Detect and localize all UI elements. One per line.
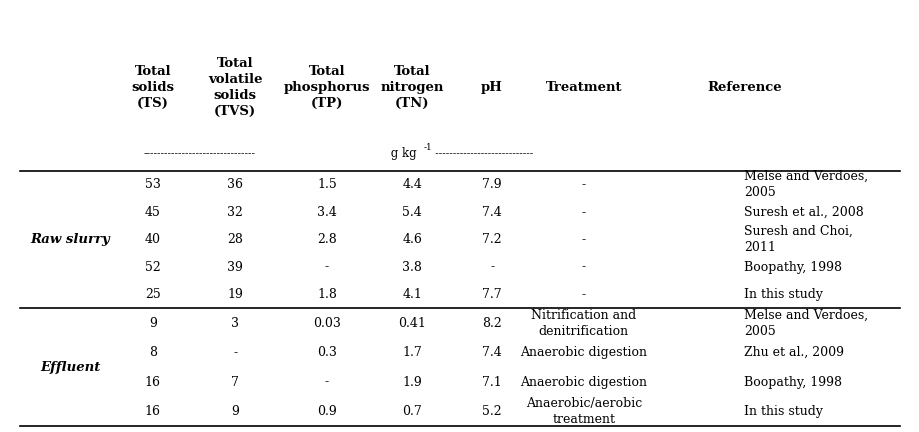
Text: 5.4: 5.4 bbox=[402, 206, 422, 219]
Text: Reference: Reference bbox=[707, 81, 781, 94]
Text: -: - bbox=[324, 375, 329, 388]
Text: 0.7: 0.7 bbox=[402, 405, 422, 418]
Text: 8.2: 8.2 bbox=[482, 317, 502, 330]
Text: 3.8: 3.8 bbox=[402, 260, 422, 273]
Text: 40: 40 bbox=[144, 233, 161, 246]
Text: Anaerobic digestion: Anaerobic digestion bbox=[520, 346, 647, 359]
Text: Melse and Verdoes,
2005: Melse and Verdoes, 2005 bbox=[743, 170, 868, 199]
Text: Total
phosphorus
(TP): Total phosphorus (TP) bbox=[283, 65, 369, 110]
Text: -: - bbox=[233, 346, 237, 359]
Text: 39: 39 bbox=[227, 260, 243, 273]
Text: Melse and Verdoes,
2005: Melse and Verdoes, 2005 bbox=[743, 308, 868, 337]
Text: 16: 16 bbox=[144, 375, 161, 388]
Text: Boopathy, 1998: Boopathy, 1998 bbox=[743, 375, 842, 388]
Text: 0.41: 0.41 bbox=[398, 317, 425, 330]
Text: 7.1: 7.1 bbox=[482, 375, 502, 388]
Text: Anaerobic digestion: Anaerobic digestion bbox=[520, 375, 647, 388]
Text: 32: 32 bbox=[227, 206, 243, 219]
Text: -: - bbox=[490, 260, 494, 273]
Text: 52: 52 bbox=[144, 260, 161, 273]
Text: Suresh et al., 2008: Suresh et al., 2008 bbox=[743, 206, 863, 219]
Text: 2.8: 2.8 bbox=[317, 233, 336, 246]
Text: Total
volatile
solids
(TVS): Total volatile solids (TVS) bbox=[208, 57, 262, 118]
Text: Suresh and Choi,
2011: Suresh and Choi, 2011 bbox=[743, 225, 852, 254]
Text: 5.2: 5.2 bbox=[482, 405, 502, 418]
Text: Boopathy, 1998: Boopathy, 1998 bbox=[743, 260, 842, 273]
Text: 3.4: 3.4 bbox=[317, 206, 336, 219]
Text: In this study: In this study bbox=[743, 288, 823, 301]
Text: 4.6: 4.6 bbox=[402, 233, 422, 246]
Text: 8: 8 bbox=[149, 346, 156, 359]
Text: Effluent: Effluent bbox=[40, 361, 100, 374]
Text: 0.03: 0.03 bbox=[312, 317, 341, 330]
Text: -: - bbox=[581, 260, 585, 273]
Text: Raw slurry: Raw slurry bbox=[30, 233, 110, 246]
Text: 25: 25 bbox=[144, 288, 161, 301]
Text: -: - bbox=[581, 288, 585, 301]
Text: 9: 9 bbox=[149, 317, 156, 330]
Text: 4.1: 4.1 bbox=[402, 288, 422, 301]
Text: 7.7: 7.7 bbox=[482, 288, 502, 301]
Text: 28: 28 bbox=[227, 233, 243, 246]
Text: -1: -1 bbox=[423, 143, 432, 152]
Text: 7.4: 7.4 bbox=[482, 206, 502, 219]
Text: 36: 36 bbox=[227, 178, 243, 191]
Text: --------------------------------: -------------------------------- bbox=[143, 149, 255, 158]
Text: 0.3: 0.3 bbox=[317, 346, 336, 359]
Text: Zhu et al., 2009: Zhu et al., 2009 bbox=[743, 346, 844, 359]
Text: 1.8: 1.8 bbox=[317, 288, 336, 301]
Text: In this study: In this study bbox=[743, 405, 823, 418]
Text: Total
solids
(TS): Total solids (TS) bbox=[131, 65, 174, 110]
Text: 0.9: 0.9 bbox=[317, 405, 336, 418]
Text: Total
nitrogen
(TN): Total nitrogen (TN) bbox=[380, 65, 444, 110]
Text: -: - bbox=[581, 178, 585, 191]
Text: Treatment: Treatment bbox=[545, 81, 621, 94]
Text: 4.4: 4.4 bbox=[402, 178, 422, 191]
Text: 53: 53 bbox=[144, 178, 161, 191]
Text: -: - bbox=[581, 233, 585, 246]
Text: 7.4: 7.4 bbox=[482, 346, 502, 359]
Text: pH: pH bbox=[481, 81, 503, 94]
Text: 7: 7 bbox=[231, 375, 239, 388]
Text: Nitrification and
denitrification: Nitrification and denitrification bbox=[530, 308, 636, 337]
Text: 16: 16 bbox=[144, 405, 161, 418]
Text: -: - bbox=[581, 206, 585, 219]
Text: -: - bbox=[324, 260, 329, 273]
Text: 7.9: 7.9 bbox=[482, 178, 502, 191]
Text: 7.2: 7.2 bbox=[482, 233, 502, 246]
Text: 45: 45 bbox=[144, 206, 161, 219]
Text: ----------------------------: ---------------------------- bbox=[432, 149, 533, 158]
Text: Anaerobic/aerobic
treatment: Anaerobic/aerobic treatment bbox=[525, 397, 641, 426]
Text: 9: 9 bbox=[231, 405, 239, 418]
Text: 1.7: 1.7 bbox=[402, 346, 422, 359]
Text: g kg: g kg bbox=[386, 147, 415, 160]
Text: 1.9: 1.9 bbox=[402, 375, 422, 388]
Text: 1.5: 1.5 bbox=[317, 178, 336, 191]
Text: 19: 19 bbox=[227, 288, 243, 301]
Text: 3: 3 bbox=[231, 317, 239, 330]
